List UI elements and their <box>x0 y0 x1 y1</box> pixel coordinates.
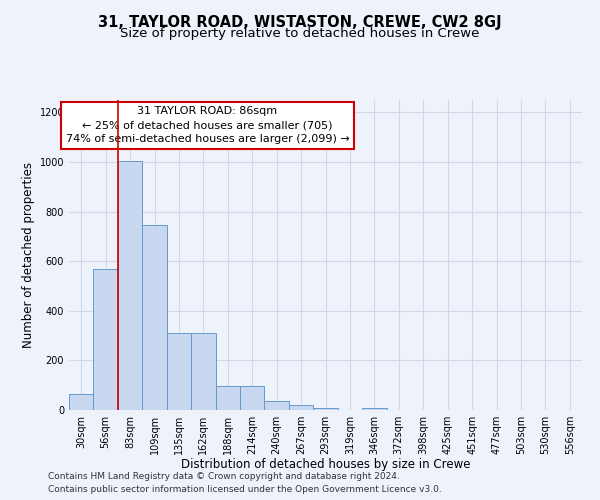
Bar <box>191 333 215 410</box>
Text: Contains HM Land Registry data © Crown copyright and database right 2024.: Contains HM Land Registry data © Crown c… <box>48 472 400 481</box>
Text: 31, TAYLOR ROAD, WISTASTON, CREWE, CW2 8GJ: 31, TAYLOR ROAD, WISTASTON, CREWE, CW2 8… <box>98 15 502 30</box>
Bar <box>265 402 289 410</box>
Bar <box>240 386 265 410</box>
Bar <box>167 333 191 410</box>
Bar <box>313 408 338 410</box>
Y-axis label: Number of detached properties: Number of detached properties <box>22 162 35 348</box>
X-axis label: Distribution of detached houses by size in Crewe: Distribution of detached houses by size … <box>181 458 470 471</box>
Bar <box>289 405 313 410</box>
Text: Contains public sector information licensed under the Open Government Licence v3: Contains public sector information licen… <box>48 485 442 494</box>
Text: 31 TAYLOR ROAD: 86sqm
← 25% of detached houses are smaller (705)
74% of semi-det: 31 TAYLOR ROAD: 86sqm ← 25% of detached … <box>65 106 349 144</box>
Bar <box>94 268 118 410</box>
Bar <box>215 386 240 410</box>
Text: Size of property relative to detached houses in Crewe: Size of property relative to detached ho… <box>121 28 479 40</box>
Bar <box>142 225 167 410</box>
Bar <box>362 408 386 410</box>
Bar <box>69 394 94 410</box>
Bar <box>118 161 142 410</box>
